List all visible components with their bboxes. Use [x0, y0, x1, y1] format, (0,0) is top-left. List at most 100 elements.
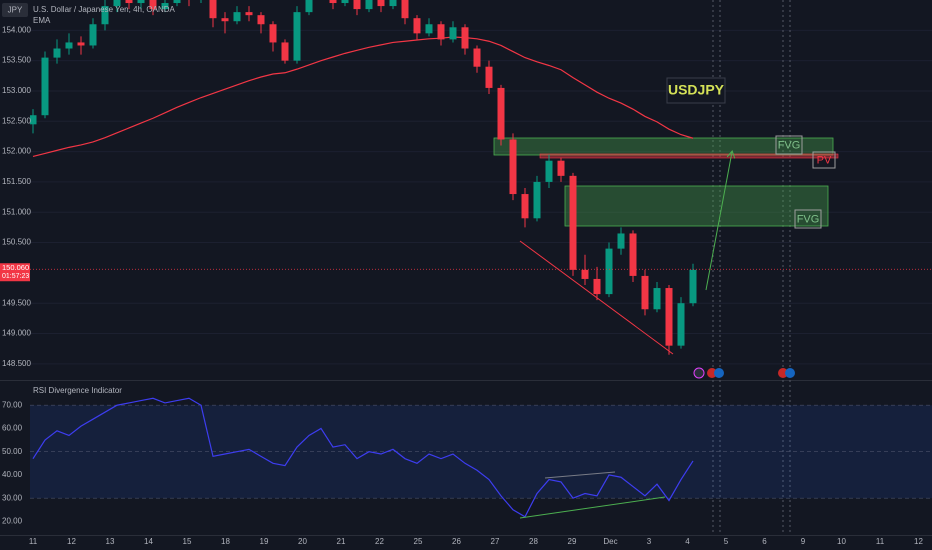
candle-body: [293, 12, 301, 61]
x-tick-label: 10: [837, 537, 846, 546]
x-tick-label: 6: [762, 537, 767, 546]
candle-body: [365, 0, 373, 10]
y-tick-label: 149.500: [2, 298, 31, 307]
y-tick-label: 149.000: [2, 329, 31, 338]
candle-body: [125, 0, 133, 4]
x-tick-label: 12: [914, 537, 923, 546]
candle-body: [233, 12, 241, 22]
y-tick-label: 151.500: [2, 177, 31, 186]
candle-body: [677, 303, 685, 346]
pv-box: [812, 151, 836, 169]
candle-body: [629, 233, 637, 276]
chart-title: U.S. Dollar / Japanese Yen, 4h, OANDA: [33, 5, 176, 14]
x-tick-label: 19: [260, 537, 269, 546]
y-tick-label: 153.500: [2, 56, 31, 65]
candle-body: [641, 275, 649, 310]
x-tick-label: 11: [29, 537, 38, 546]
symbol-box: [666, 77, 726, 104]
x-tick-label: 18: [221, 537, 230, 546]
y-tick-label: 60.00: [2, 424, 23, 433]
x-tick-label: 29: [568, 537, 577, 546]
y-tick-label: 152.500: [2, 116, 31, 125]
candle-body: [617, 233, 625, 249]
x-tick-label: 11: [876, 537, 885, 546]
candle-body: [521, 194, 529, 219]
candle-body: [77, 42, 85, 46]
candle-body: [329, 0, 337, 4]
divergence-line: [519, 496, 666, 519]
pv-zone: [539, 153, 839, 159]
rsi-line: [32, 397, 694, 518]
candle-body: [497, 87, 505, 140]
candle-body: [557, 160, 565, 176]
fvg-box: [794, 209, 822, 229]
fvg-label: FVG: [797, 213, 820, 225]
currency: JPY: [8, 6, 23, 15]
candle-body: [569, 175, 577, 270]
x-tick-label: 3: [647, 537, 652, 546]
candle-body: [545, 160, 553, 182]
candle-body: [389, 0, 397, 7]
candle-body: [209, 0, 217, 19]
candle-body: [533, 181, 541, 219]
candle-body: [341, 0, 349, 4]
candle-body: [473, 48, 481, 67]
trendline: [519, 240, 674, 355]
y-tick-label: 30.00: [2, 493, 23, 502]
y-tick-label: 151.000: [2, 207, 31, 216]
countdown: 01:57:23: [2, 273, 29, 280]
candle-body: [401, 0, 409, 19]
candle-body: [161, 3, 169, 10]
x-tick-label: 28: [529, 537, 538, 546]
candle-body: [665, 288, 673, 346]
candle-body: [137, 0, 145, 4]
x-tick-label: Dec: [603, 537, 617, 546]
candle-body: [377, 0, 385, 7]
candle-body: [593, 278, 601, 295]
y-tick-label: 40.00: [2, 470, 23, 479]
candle-body: [113, 0, 121, 7]
fvg-zone: [564, 185, 829, 227]
indicator-name: EMA: [33, 16, 51, 25]
candle-body: [30, 115, 37, 125]
x-tick-label: 20: [298, 537, 307, 546]
y-tick-label: 70.00: [2, 400, 23, 409]
candle-body: [245, 12, 253, 16]
candle-body: [437, 24, 445, 40]
candle-body: [653, 288, 661, 310]
candle-body: [173, 0, 181, 4]
candle-body: [509, 139, 517, 195]
candle-body: [257, 15, 265, 25]
rsi-title: RSI Divergence Indicator: [33, 386, 122, 395]
candle-body: [353, 0, 361, 10]
candle-body: [605, 248, 613, 295]
candle-body: [461, 27, 469, 49]
fvg-zone: [493, 137, 834, 156]
price-panel: [30, 0, 932, 355]
rsi-panel: [30, 397, 932, 518]
y-tick-label: 150.500: [2, 238, 31, 247]
ema-line: [32, 36, 694, 158]
candle-body: [485, 66, 493, 88]
y-tick-label: 154.000: [2, 25, 31, 34]
event-icons: [693, 367, 795, 379]
candle-body: [65, 42, 73, 49]
x-tick-label: 14: [144, 537, 153, 546]
candle-body: [221, 18, 229, 22]
candle-body: [581, 269, 589, 279]
y-tick-label: 148.500: [2, 359, 31, 368]
x-tick-label: 4: [685, 537, 690, 546]
x-tick-label: 15: [183, 537, 192, 546]
candle-body: [449, 27, 457, 40]
candle-body: [41, 57, 49, 116]
fvg-box: [775, 135, 803, 155]
candle-body: [269, 24, 277, 43]
currency-box: [2, 3, 28, 17]
grid: [30, 29, 932, 365]
x-tick-label: 9: [801, 537, 806, 546]
x-tick-label: 22: [375, 537, 384, 546]
candle-body: [53, 48, 61, 58]
candle-body: [305, 0, 313, 13]
